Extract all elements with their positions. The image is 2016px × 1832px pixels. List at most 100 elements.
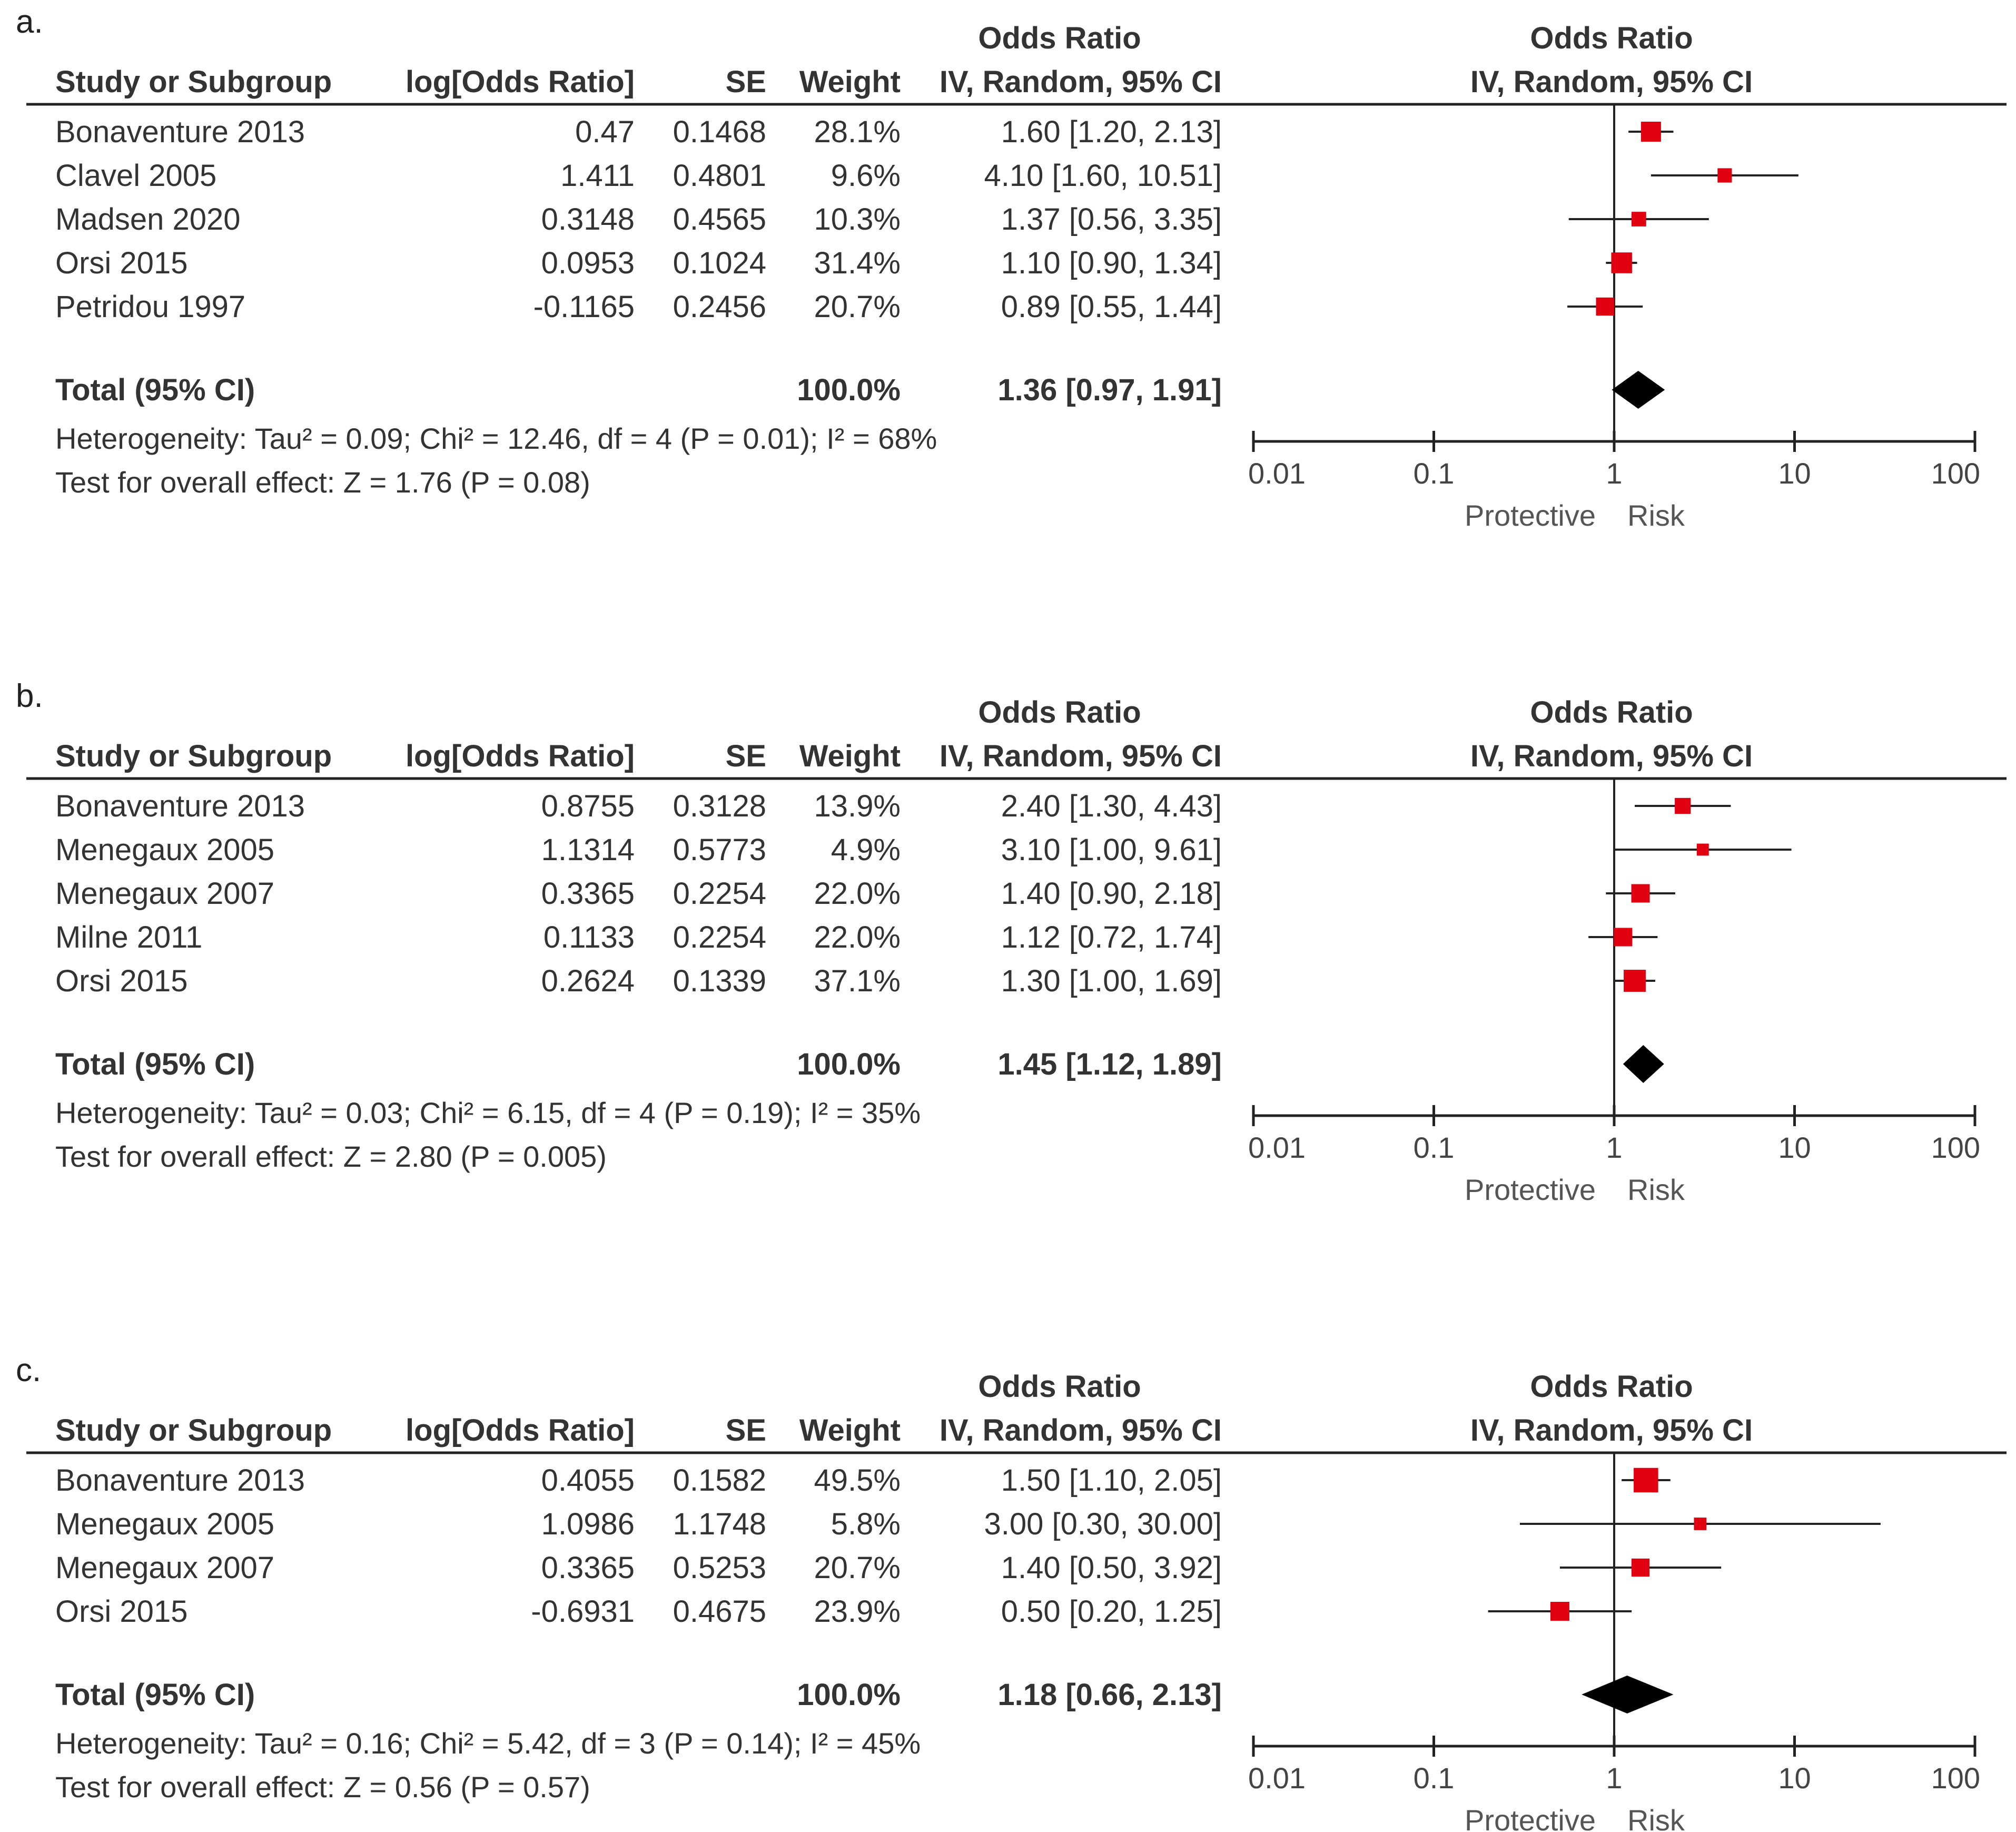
header-plot-method: IV, Random, 95% CI (1470, 65, 1753, 99)
study-marker (1614, 928, 1633, 947)
total-or-ci: 1.18 [0.66, 2.13] (997, 1678, 1222, 1712)
study-marker (1596, 297, 1614, 316)
study-weight: 22.0% (814, 876, 901, 911)
study-se: 0.2254 (673, 876, 766, 911)
study-or-ci: 3.00 [0.30, 30.00] (984, 1507, 1222, 1541)
study-weight: 20.7% (814, 290, 901, 324)
study-weight: 20.7% (814, 1551, 901, 1585)
study-se: 0.1468 (673, 115, 766, 149)
study-name: Orsi 2015 (55, 1594, 187, 1629)
study-marker (1641, 122, 1661, 142)
study-name: Milne 2011 (55, 920, 202, 954)
heterogeneity-text: Heterogeneity: Tau² = 0.16; Chi² = 5.42,… (55, 1727, 921, 1760)
header-plot-odds-ratio: Odds Ratio (1530, 21, 1693, 55)
study-marker (1624, 970, 1646, 992)
study-se: 0.5773 (673, 833, 766, 867)
study-marker (1611, 252, 1632, 273)
header-log-or: log[Odds Ratio] (406, 65, 635, 99)
study-name: Menegaux 2007 (55, 1551, 274, 1585)
header-odds-ratio: Odds Ratio (978, 1370, 1141, 1404)
x-tick-label: 0.1 (1414, 1131, 1455, 1164)
study-se: 0.4565 (673, 202, 766, 237)
study-weight: 28.1% (814, 115, 901, 149)
study-se: 0.2456 (673, 290, 766, 324)
x-tick-label: 10 (1778, 457, 1811, 490)
study-or-ci: 1.30 [1.00, 1.69] (1001, 964, 1222, 998)
study-or-ci: 1.40 [0.50, 3.92] (1001, 1551, 1222, 1585)
header-se: SE (726, 739, 766, 773)
study-or-ci: 3.10 [1.00, 9.61] (1001, 833, 1222, 867)
heterogeneity-text: Heterogeneity: Tau² = 0.03; Chi² = 6.15,… (55, 1096, 921, 1129)
study-log-or: 0.47 (575, 115, 635, 149)
axis-label-protective: Protective (1465, 1173, 1596, 1206)
heterogeneity-text: Heterogeneity: Tau² = 0.09; Chi² = 12.46… (55, 422, 937, 455)
x-tick-label: 1 (1606, 457, 1622, 490)
x-tick-label: 1 (1606, 1761, 1622, 1795)
axis-label-protective: Protective (1465, 1804, 1596, 1832)
x-tick-label: 100 (1931, 1131, 1980, 1164)
study-marker (1631, 884, 1650, 903)
pooled-diamond (1623, 1045, 1664, 1083)
study-weight: 37.1% (814, 964, 901, 998)
study-se: 0.1339 (673, 964, 766, 998)
total-weight: 100.0% (797, 1047, 901, 1081)
header-study: Study or Subgroup (55, 739, 332, 773)
study-name: Bonaventure 2013 (55, 115, 305, 149)
panel-label: c. (16, 1352, 41, 1388)
study-se: 0.4675 (673, 1594, 766, 1629)
study-weight: 13.9% (814, 789, 901, 823)
x-tick-label: 10 (1778, 1131, 1811, 1164)
x-tick-label: 0.1 (1414, 1761, 1455, 1795)
study-or-ci: 0.89 [0.55, 1.44] (1001, 290, 1222, 324)
study-log-or: 0.2624 (541, 964, 635, 998)
study-name: Madsen 2020 (55, 202, 240, 237)
study-or-ci: 2.40 [1.30, 4.43] (1001, 789, 1222, 823)
header-weight: Weight (799, 1413, 901, 1447)
header-log-or: log[Odds Ratio] (406, 739, 635, 773)
study-or-ci: 1.37 [0.56, 3.35] (1001, 202, 1222, 237)
study-or-ci: 1.10 [0.90, 1.34] (1001, 246, 1222, 280)
study-marker (1696, 843, 1709, 856)
study-name: Bonaventure 2013 (55, 789, 305, 823)
x-tick-label: 10 (1778, 1761, 1811, 1795)
study-log-or: 0.4055 (541, 1463, 635, 1498)
study-log-or: 1.0986 (541, 1507, 635, 1541)
study-marker (1631, 1558, 1650, 1577)
study-log-or: 1.1314 (541, 833, 635, 867)
study-log-or: -0.6931 (531, 1594, 635, 1629)
axis-label-risk: Risk (1627, 499, 1685, 532)
x-tick-label: 0.01 (1248, 457, 1306, 490)
study-marker (1631, 212, 1646, 226)
study-marker (1717, 168, 1732, 183)
overall-effect-text: Test for overall effect: Z = 0.56 (P = 0… (55, 1770, 590, 1804)
total-or-ci: 1.45 [1.12, 1.89] (997, 1047, 1222, 1081)
panel-label: b. (16, 678, 43, 714)
header-plot-method: IV, Random, 95% CI (1470, 739, 1753, 773)
header-or-method: IV, Random, 95% CI (940, 739, 1222, 773)
study-log-or: 0.0953 (541, 246, 635, 280)
x-tick-label: 100 (1931, 457, 1980, 490)
axis-label-protective: Protective (1465, 499, 1596, 532)
axis-label-risk: Risk (1627, 1173, 1685, 1206)
study-or-ci: 4.10 [1.60, 10.51] (984, 159, 1222, 193)
header-odds-ratio: Odds Ratio (978, 21, 1141, 55)
study-weight: 4.9% (831, 833, 901, 867)
study-name: Orsi 2015 (55, 246, 187, 280)
header-odds-ratio: Odds Ratio (978, 695, 1141, 730)
study-weight: 22.0% (814, 920, 901, 954)
overall-effect-text: Test for overall effect: Z = 1.76 (P = 0… (55, 466, 590, 499)
x-tick-label: 0.01 (1248, 1131, 1306, 1164)
study-weight: 23.9% (814, 1594, 901, 1629)
overall-effect-text: Test for overall effect: Z = 2.80 (P = 0… (55, 1140, 607, 1173)
study-weight: 9.6% (831, 159, 901, 193)
study-se: 1.1748 (673, 1507, 766, 1541)
header-or-method: IV, Random, 95% CI (940, 65, 1222, 99)
total-label: Total (95% CI) (55, 373, 255, 407)
header-log-or: log[Odds Ratio] (406, 1413, 635, 1447)
study-name: Orsi 2015 (55, 964, 187, 998)
header-plot-odds-ratio: Odds Ratio (1530, 695, 1693, 730)
study-marker (1550, 1602, 1569, 1621)
study-name: Menegaux 2005 (55, 1507, 274, 1541)
x-tick-label: 1 (1606, 1131, 1622, 1164)
